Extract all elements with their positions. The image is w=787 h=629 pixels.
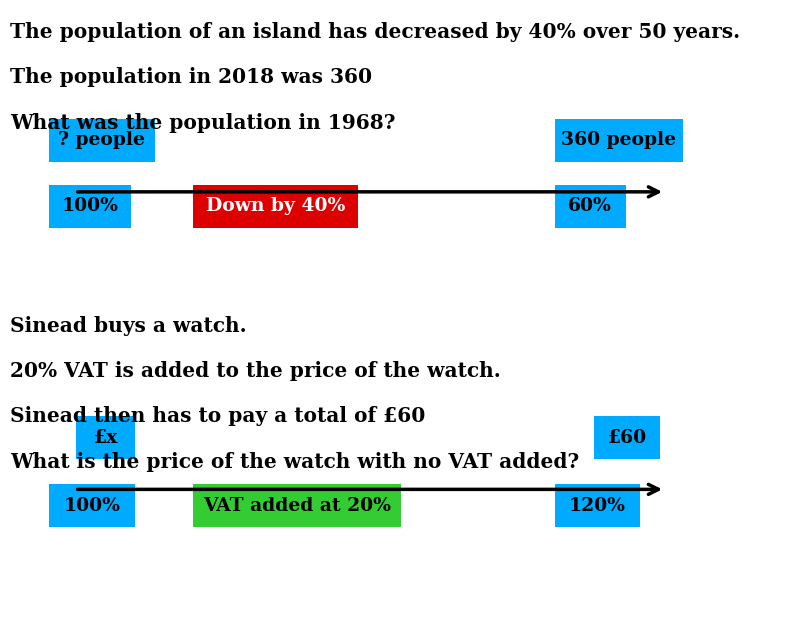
Text: What is the price of the watch with no VAT added?: What is the price of the watch with no V… xyxy=(10,452,579,472)
Text: £x: £x xyxy=(94,429,118,447)
FancyBboxPatch shape xyxy=(76,416,135,459)
FancyBboxPatch shape xyxy=(49,185,131,228)
Text: £60: £60 xyxy=(608,429,646,447)
Text: 100%: 100% xyxy=(61,198,118,215)
Text: 360 people: 360 people xyxy=(561,131,677,149)
Text: ? people: ? people xyxy=(58,131,146,149)
FancyBboxPatch shape xyxy=(594,416,660,459)
FancyBboxPatch shape xyxy=(193,185,358,228)
Text: Sinead buys a watch.: Sinead buys a watch. xyxy=(10,316,247,336)
Text: 100%: 100% xyxy=(64,497,120,515)
Text: What was the population in 1968?: What was the population in 1968? xyxy=(10,113,396,133)
Text: 120%: 120% xyxy=(569,497,626,515)
Text: Down by 40%: Down by 40% xyxy=(205,198,345,215)
FancyBboxPatch shape xyxy=(555,119,683,162)
FancyBboxPatch shape xyxy=(193,484,401,527)
FancyBboxPatch shape xyxy=(555,484,640,527)
Text: 20% VAT is added to the price of the watch.: 20% VAT is added to the price of the wat… xyxy=(10,361,501,381)
FancyBboxPatch shape xyxy=(49,119,155,162)
FancyBboxPatch shape xyxy=(555,185,626,228)
Text: The population of an island has decreased by 40% over 50 years.: The population of an island has decrease… xyxy=(10,22,741,42)
Text: Sinead then has to pay a total of £60: Sinead then has to pay a total of £60 xyxy=(10,406,426,426)
Text: The population in 2018 was 360: The population in 2018 was 360 xyxy=(10,67,372,87)
Text: VAT added at 20%: VAT added at 20% xyxy=(203,497,391,515)
Text: 60%: 60% xyxy=(568,198,612,215)
FancyBboxPatch shape xyxy=(49,484,135,527)
